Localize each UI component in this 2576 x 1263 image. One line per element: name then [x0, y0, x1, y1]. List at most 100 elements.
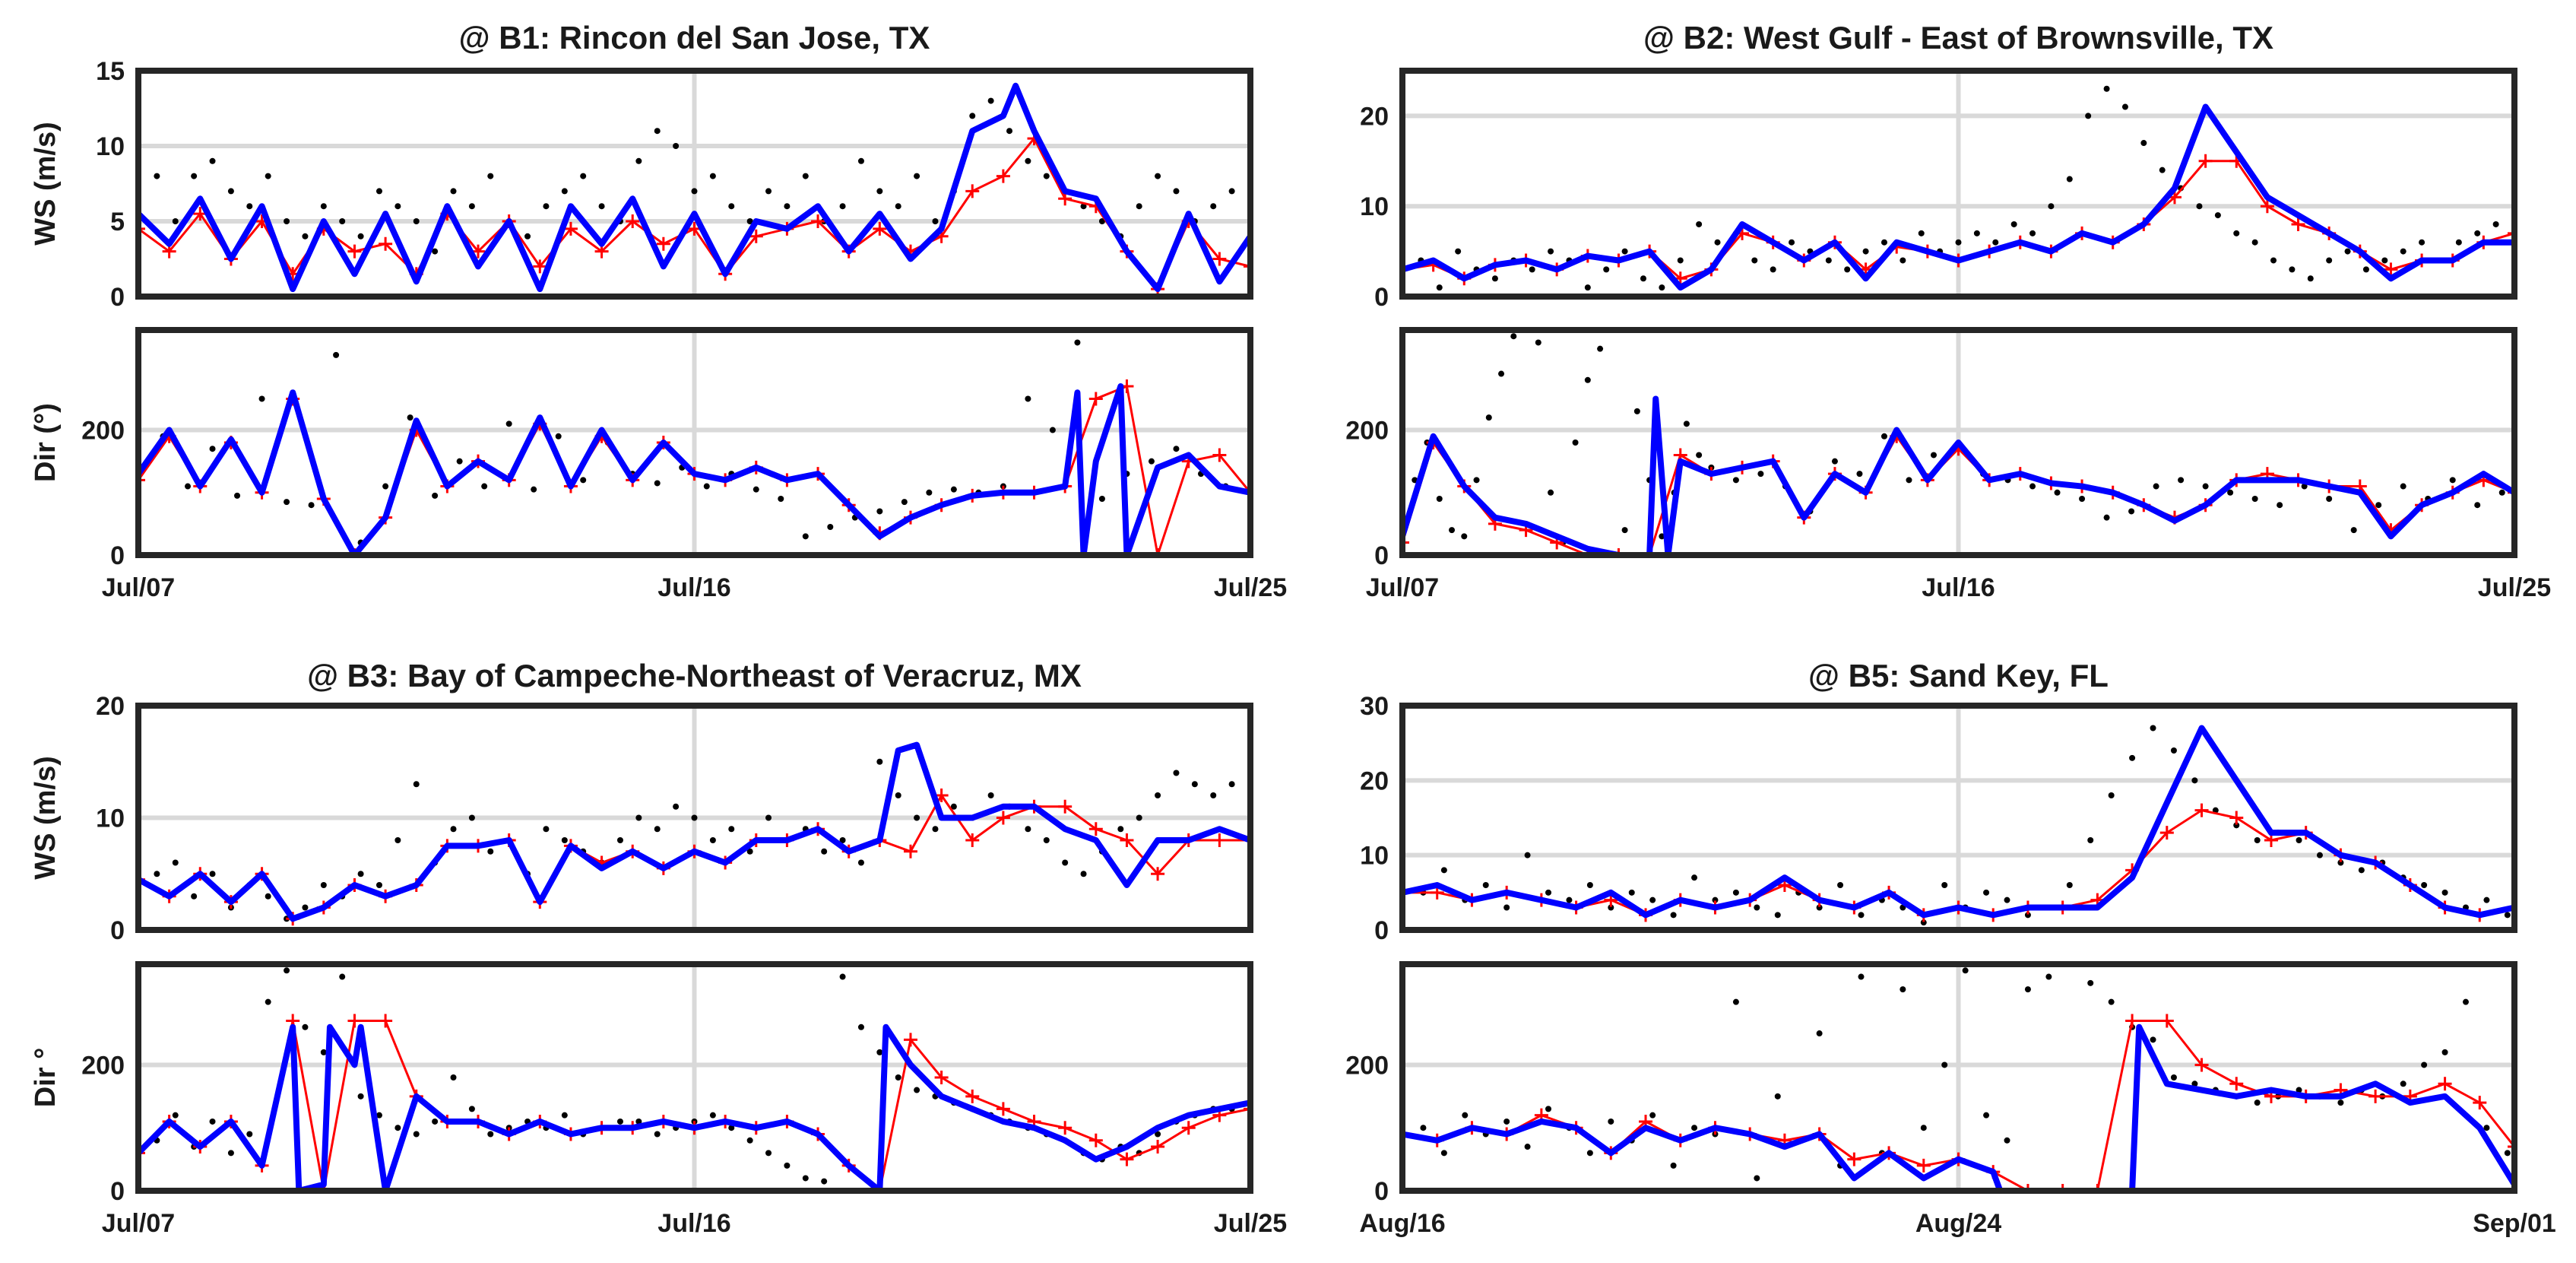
- observed-point: [456, 458, 463, 465]
- model-a-marker: [903, 1033, 917, 1047]
- model-a-marker: [379, 1014, 393, 1028]
- observed-point: [394, 203, 401, 210]
- model-a-marker: [996, 1102, 1010, 1116]
- observed-point: [2066, 176, 2073, 182]
- observed-point: [1597, 345, 1604, 352]
- wind-direction-subplot: 0 200 Dir °: [30, 961, 1253, 1206]
- observed-point: [2421, 1061, 2428, 1068]
- model-a-marker: [138, 221, 145, 236]
- observed-point: [1098, 496, 1105, 502]
- observed-point: [1584, 376, 1591, 383]
- observed-point: [1529, 266, 1535, 273]
- observed-point: [691, 814, 698, 821]
- observed-point: [1992, 239, 1999, 246]
- observed-point: [468, 203, 475, 210]
- model-a-marker: [2090, 1184, 2105, 1191]
- observed-point: [876, 508, 883, 515]
- observed-point: [1983, 1112, 1990, 1119]
- observed-point: [2492, 221, 2499, 227]
- observed-point: [703, 483, 710, 490]
- observed-point: [524, 233, 531, 240]
- observed-point: [1510, 333, 1517, 340]
- observed-point: [691, 188, 698, 195]
- observed-point: [580, 173, 587, 179]
- observed-point: [2474, 230, 2481, 236]
- observed-point: [1191, 781, 1198, 788]
- y-tick-label: 0: [110, 916, 125, 945]
- model-a-marker: [347, 244, 362, 259]
- y-axis-label: Dir °: [30, 1048, 62, 1108]
- observed-point: [709, 1112, 716, 1119]
- observed-point: [1136, 814, 1142, 821]
- observed-point: [413, 1131, 420, 1138]
- observed-point: [2400, 248, 2406, 255]
- axes-frame: [1399, 703, 2517, 933]
- wind-direction-subplot: 0 200: [1345, 961, 2517, 1206]
- model-a-marker: [1151, 548, 1165, 555]
- x-tick-label: Jul/07: [102, 573, 175, 602]
- panel-b3: @ B3: Bay of Campeche-Northeast of Verac…: [30, 658, 1287, 1238]
- observed-point: [914, 814, 920, 821]
- observed-point: [357, 871, 364, 877]
- model-a-marker: [2194, 1058, 2209, 1072]
- observed-point: [1461, 533, 1468, 540]
- model-a-marker: [2508, 226, 2514, 240]
- series-group: [1402, 725, 2514, 926]
- observed-point: [2296, 837, 2302, 843]
- observed-point: [1789, 239, 1795, 246]
- y-tick-label: 0: [1374, 541, 1389, 570]
- panel-b2: @ B2: West Gulf - East of Brownsville, T…: [1345, 20, 2551, 602]
- y-tick-label: 10: [1360, 842, 1389, 871]
- y-tick-label: 200: [81, 417, 125, 446]
- observed-point: [2128, 508, 2135, 515]
- observed-point: [1670, 912, 1677, 919]
- observed-point: [227, 188, 234, 195]
- observed-point: [1173, 770, 1180, 776]
- observed-point: [1881, 433, 1887, 440]
- observed-point: [1844, 266, 1851, 273]
- model-a-marker: [1058, 1121, 1073, 1135]
- observed-point: [2010, 221, 2017, 227]
- y-tick-label: 10: [96, 132, 125, 161]
- observed-point: [2103, 514, 2110, 521]
- observed-point: [784, 203, 791, 210]
- observed-point: [284, 499, 290, 506]
- observed-point: [1825, 257, 1832, 264]
- observed-point: [635, 1118, 642, 1125]
- observed-point: [1973, 230, 1980, 236]
- observed-point: [1173, 446, 1180, 452]
- observed-point: [209, 871, 216, 877]
- observed-point: [753, 486, 759, 493]
- observed-point: [802, 173, 809, 179]
- observed-point: [1628, 889, 1635, 896]
- observed-point: [673, 143, 680, 149]
- observed-point: [1831, 458, 1838, 465]
- axes-frame: [135, 703, 1253, 933]
- model-a-marker: [2384, 262, 2398, 277]
- series-group: [1402, 964, 2514, 1191]
- y-tick-label: 5: [110, 208, 125, 236]
- observed-point: [1837, 882, 1844, 888]
- observed-point: [821, 848, 828, 855]
- observed-point: [227, 1150, 234, 1157]
- observed-point: [1941, 882, 1948, 888]
- observed-point: [2024, 912, 2031, 919]
- x-tick-label: Jul/25: [2478, 573, 2551, 602]
- observed-point: [2045, 973, 2052, 980]
- observed-point: [382, 483, 389, 490]
- observed-point: [487, 848, 494, 855]
- model-a-marker: [1181, 1121, 1196, 1135]
- observed-point: [857, 157, 864, 164]
- observed-point: [1732, 889, 1739, 896]
- axes-frame: [135, 327, 1253, 558]
- observed-point: [765, 814, 772, 821]
- model-a-marker: [934, 1071, 949, 1084]
- observed-point: [1025, 826, 1031, 833]
- observed-point: [2400, 483, 2406, 490]
- observed-point: [450, 188, 457, 195]
- observed-point: [580, 477, 587, 484]
- observed-point: [2277, 502, 2283, 509]
- observed-point: [531, 486, 537, 493]
- observed-point: [1548, 489, 1554, 496]
- model-a-marker: [2438, 1077, 2452, 1091]
